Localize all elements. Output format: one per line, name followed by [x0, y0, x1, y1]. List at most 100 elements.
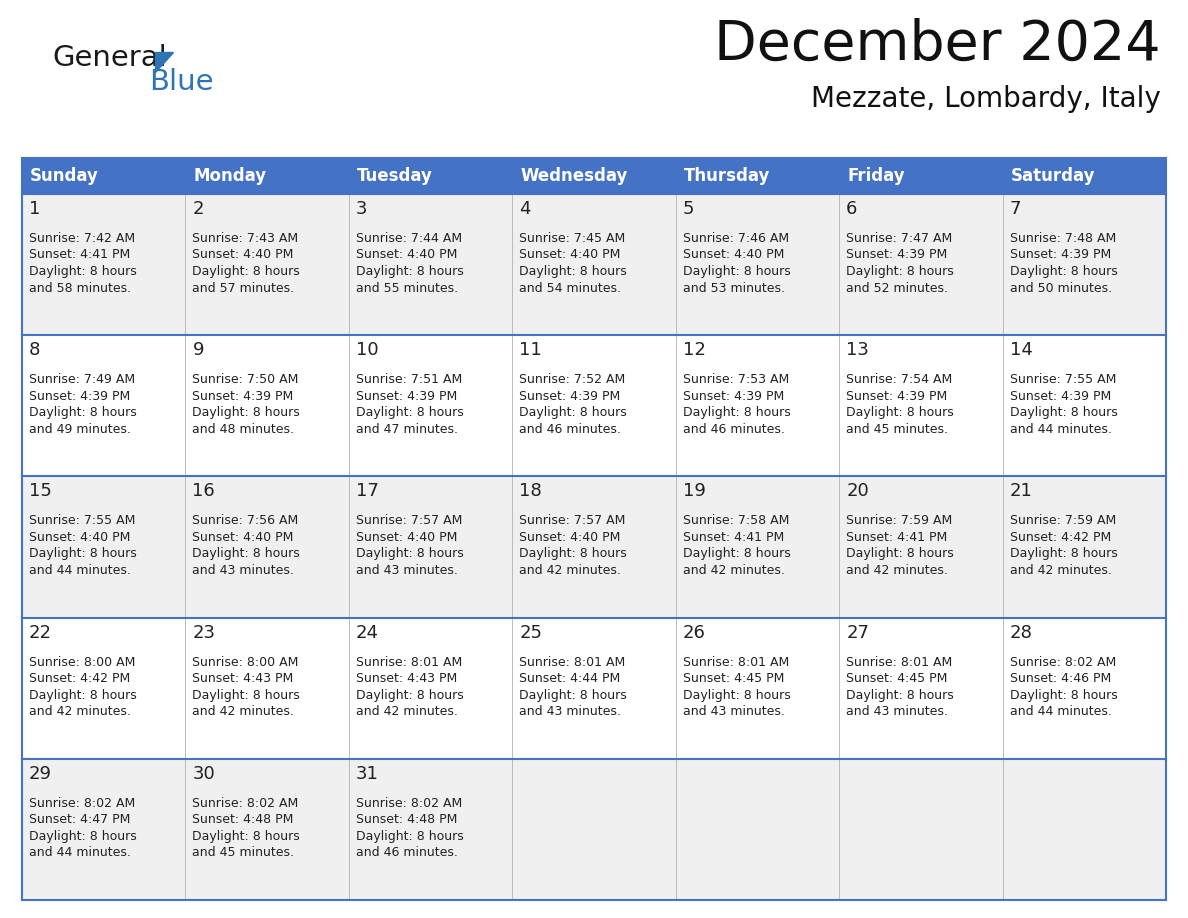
Text: Blue: Blue [148, 68, 214, 96]
Text: Sunset: 4:43 PM: Sunset: 4:43 PM [192, 672, 293, 685]
Bar [23, 335, 1165, 476]
Text: 2: 2 [192, 200, 204, 218]
Text: Daylight: 8 hours: Daylight: 8 hours [29, 547, 137, 560]
Text: 23: 23 [192, 623, 215, 642]
Text: Sunrise: 7:52 AM: Sunrise: 7:52 AM [519, 374, 626, 386]
Text: and 54 minutes.: and 54 minutes. [519, 282, 621, 295]
Text: 11: 11 [519, 341, 542, 359]
Text: Sunset: 4:43 PM: Sunset: 4:43 PM [356, 672, 457, 685]
Bar [23, 194, 1165, 335]
Text: Sunrise: 7:42 AM: Sunrise: 7:42 AM [29, 232, 135, 245]
Text: Sunset: 4:41 PM: Sunset: 4:41 PM [683, 531, 784, 543]
Text: and 46 minutes.: and 46 minutes. [519, 422, 621, 436]
Text: Sunrise: 8:00 AM: Sunrise: 8:00 AM [29, 655, 135, 668]
Text: 7: 7 [1010, 200, 1020, 218]
Text: 30: 30 [192, 765, 215, 783]
Text: Sunset: 4:40 PM: Sunset: 4:40 PM [519, 531, 620, 543]
Text: Daylight: 8 hours: Daylight: 8 hours [356, 830, 463, 843]
Text: Daylight: 8 hours: Daylight: 8 hours [29, 265, 137, 278]
Text: and 53 minutes.: and 53 minutes. [683, 282, 785, 295]
Text: and 58 minutes.: and 58 minutes. [29, 282, 131, 295]
Text: Sunrise: 8:02 AM: Sunrise: 8:02 AM [356, 797, 462, 810]
Text: 9: 9 [192, 341, 204, 359]
Text: Sunrise: 8:01 AM: Sunrise: 8:01 AM [519, 655, 626, 668]
Text: 26: 26 [683, 623, 706, 642]
Text: Sunrise: 8:01 AM: Sunrise: 8:01 AM [846, 655, 953, 668]
Text: Sunset: 4:45 PM: Sunset: 4:45 PM [683, 672, 784, 685]
Text: Thursday: Thursday [684, 167, 770, 185]
Text: 31: 31 [356, 765, 379, 783]
Text: Sunset: 4:39 PM: Sunset: 4:39 PM [356, 390, 457, 403]
Text: Sunrise: 8:00 AM: Sunrise: 8:00 AM [192, 655, 299, 668]
Text: Sunset: 4:40 PM: Sunset: 4:40 PM [192, 249, 293, 262]
Text: Sunrise: 7:47 AM: Sunrise: 7:47 AM [846, 232, 953, 245]
Text: 5: 5 [683, 200, 694, 218]
Text: and 44 minutes.: and 44 minutes. [29, 846, 131, 859]
Bar [23, 759, 1165, 900]
Text: 13: 13 [846, 341, 868, 359]
Text: Sunset: 4:41 PM: Sunset: 4:41 PM [846, 531, 947, 543]
Text: Daylight: 8 hours: Daylight: 8 hours [519, 547, 627, 560]
Text: Sunrise: 8:01 AM: Sunrise: 8:01 AM [356, 655, 462, 668]
Text: 22: 22 [29, 623, 52, 642]
Text: Daylight: 8 hours: Daylight: 8 hours [192, 547, 301, 560]
Text: and 46 minutes.: and 46 minutes. [683, 422, 784, 436]
Text: 6: 6 [846, 200, 858, 218]
Text: and 43 minutes.: and 43 minutes. [192, 564, 295, 577]
Text: Sunrise: 7:44 AM: Sunrise: 7:44 AM [356, 232, 462, 245]
Text: and 47 minutes.: and 47 minutes. [356, 422, 457, 436]
Text: Sunrise: 7:54 AM: Sunrise: 7:54 AM [846, 374, 953, 386]
Text: 19: 19 [683, 482, 706, 500]
Text: and 43 minutes.: and 43 minutes. [519, 705, 621, 718]
Text: Daylight: 8 hours: Daylight: 8 hours [192, 406, 301, 420]
Text: 17: 17 [356, 482, 379, 500]
Text: and 43 minutes.: and 43 minutes. [846, 705, 948, 718]
Text: and 42 minutes.: and 42 minutes. [192, 705, 295, 718]
Text: December 2024: December 2024 [714, 18, 1161, 72]
Text: and 43 minutes.: and 43 minutes. [356, 564, 457, 577]
Text: Daylight: 8 hours: Daylight: 8 hours [683, 547, 790, 560]
Text: Sunset: 4:39 PM: Sunset: 4:39 PM [192, 390, 293, 403]
Text: Daylight: 8 hours: Daylight: 8 hours [683, 406, 790, 420]
Text: 12: 12 [683, 341, 706, 359]
Text: Sunrise: 8:02 AM: Sunrise: 8:02 AM [1010, 655, 1116, 668]
Text: and 45 minutes.: and 45 minutes. [192, 846, 295, 859]
Text: and 42 minutes.: and 42 minutes. [29, 705, 131, 718]
Text: Daylight: 8 hours: Daylight: 8 hours [192, 265, 301, 278]
Text: 16: 16 [192, 482, 215, 500]
Text: Sunrise: 7:49 AM: Sunrise: 7:49 AM [29, 374, 135, 386]
Text: Daylight: 8 hours: Daylight: 8 hours [29, 688, 137, 701]
Text: Sunrise: 8:01 AM: Sunrise: 8:01 AM [683, 655, 789, 668]
Text: Sunrise: 7:56 AM: Sunrise: 7:56 AM [192, 514, 298, 528]
Text: Sunrise: 7:43 AM: Sunrise: 7:43 AM [192, 232, 298, 245]
Text: Sunset: 4:39 PM: Sunset: 4:39 PM [1010, 249, 1111, 262]
Text: Daylight: 8 hours: Daylight: 8 hours [356, 406, 463, 420]
Text: Tuesday: Tuesday [356, 167, 432, 185]
Text: Daylight: 8 hours: Daylight: 8 hours [192, 688, 301, 701]
Text: Daylight: 8 hours: Daylight: 8 hours [356, 688, 463, 701]
Text: 21: 21 [1010, 482, 1032, 500]
Text: Daylight: 8 hours: Daylight: 8 hours [846, 406, 954, 420]
Text: Sunrise: 7:50 AM: Sunrise: 7:50 AM [192, 374, 299, 386]
Text: and 44 minutes.: and 44 minutes. [1010, 705, 1112, 718]
Text: Sunset: 4:42 PM: Sunset: 4:42 PM [1010, 531, 1111, 543]
Text: and 55 minutes.: and 55 minutes. [356, 282, 459, 295]
Text: and 45 minutes.: and 45 minutes. [846, 422, 948, 436]
Text: 25: 25 [519, 623, 542, 642]
Text: Daylight: 8 hours: Daylight: 8 hours [683, 688, 790, 701]
Text: Sunrise: 8:02 AM: Sunrise: 8:02 AM [29, 797, 135, 810]
Text: 8: 8 [29, 341, 40, 359]
Text: Daylight: 8 hours: Daylight: 8 hours [192, 830, 301, 843]
Bar [23, 618, 1165, 759]
Text: Daylight: 8 hours: Daylight: 8 hours [1010, 547, 1118, 560]
Text: Sunset: 4:39 PM: Sunset: 4:39 PM [683, 390, 784, 403]
Text: 24: 24 [356, 623, 379, 642]
Text: Sunset: 4:39 PM: Sunset: 4:39 PM [846, 390, 947, 403]
Text: and 42 minutes.: and 42 minutes. [683, 564, 784, 577]
Text: Friday: Friday [847, 167, 905, 185]
Bar [23, 476, 1165, 618]
Text: Sunset: 4:40 PM: Sunset: 4:40 PM [29, 531, 131, 543]
Text: and 44 minutes.: and 44 minutes. [1010, 422, 1112, 436]
Text: and 48 minutes.: and 48 minutes. [192, 422, 295, 436]
Text: Sunset: 4:40 PM: Sunset: 4:40 PM [192, 531, 293, 543]
